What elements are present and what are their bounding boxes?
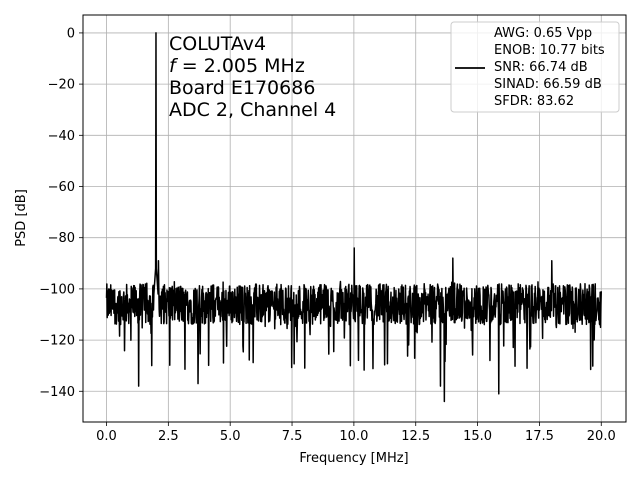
annotation-line-1: COLUTAv4	[169, 33, 266, 55]
annotation-line-3: Board E170686	[169, 77, 315, 99]
x-tick-label: 10.0	[339, 429, 368, 444]
x-axis-ticks: 0.0 2.5 5.0 7.5 10.0 12.5 15.0 17.5 20.0	[96, 422, 616, 444]
y-axis-ticks: 0 −20 −40 −60 −80 −100 −120 −140	[39, 26, 83, 400]
legend-entry-sfdr: SFDR: 83.62	[494, 94, 574, 109]
legend: AWG: 0.65 Vpp ENOB: 10.77 bits SNR: 66.7…	[450, 21, 620, 113]
legend-entry-enob: ENOB: 10.77 bits	[494, 43, 605, 58]
y-tick-label: 0	[67, 26, 75, 41]
x-tick-label: 2.5	[158, 429, 179, 444]
y-tick-label: −40	[48, 129, 75, 144]
x-tick-label: 20.0	[587, 429, 616, 444]
legend-box	[450, 21, 620, 113]
x-tick-label: 15.0	[463, 429, 492, 444]
y-tick-label: −80	[48, 231, 75, 246]
plot-frame	[82, 14, 627, 423]
annotation-frequency-value: = 2.005 MHz	[176, 55, 305, 77]
x-tick-label: 5.0	[220, 429, 241, 444]
x-tick-label: 7.5	[282, 429, 303, 444]
x-tick-label: 12.5	[401, 429, 430, 444]
annotation-line-2: f = 2.005 MHz	[169, 55, 305, 77]
grid-layer	[83, 15, 626, 422]
y-tick-label: −140	[39, 385, 75, 400]
annotation-frequency-symbol: f	[169, 55, 179, 77]
x-tick-label: 0.0	[96, 429, 117, 444]
legend-entry-snr: SNR: 66.74 dB	[494, 60, 588, 75]
chart-annotation: COLUTAv4 f = 2.005 MHz Board E170686 ADC…	[169, 33, 336, 121]
legend-entry-awg: AWG: 0.65 Vpp	[494, 26, 592, 41]
y-axis-title: PSD [dB]	[14, 189, 29, 247]
legend-entry-sinad: SINAD: 66.59 dB	[494, 77, 602, 92]
y-tick-label: −100	[39, 282, 75, 297]
x-axis-title: Frequency [MHz]	[299, 451, 408, 466]
y-tick-label: −20	[48, 78, 75, 93]
y-tick-label: −60	[48, 180, 75, 195]
x-tick-label: 17.5	[525, 429, 554, 444]
annotation-line-4: ADC 2, Channel 4	[169, 99, 336, 121]
series-layer	[105, 32, 603, 403]
psd-series-line	[105, 32, 603, 403]
y-tick-label: −120	[39, 334, 75, 349]
